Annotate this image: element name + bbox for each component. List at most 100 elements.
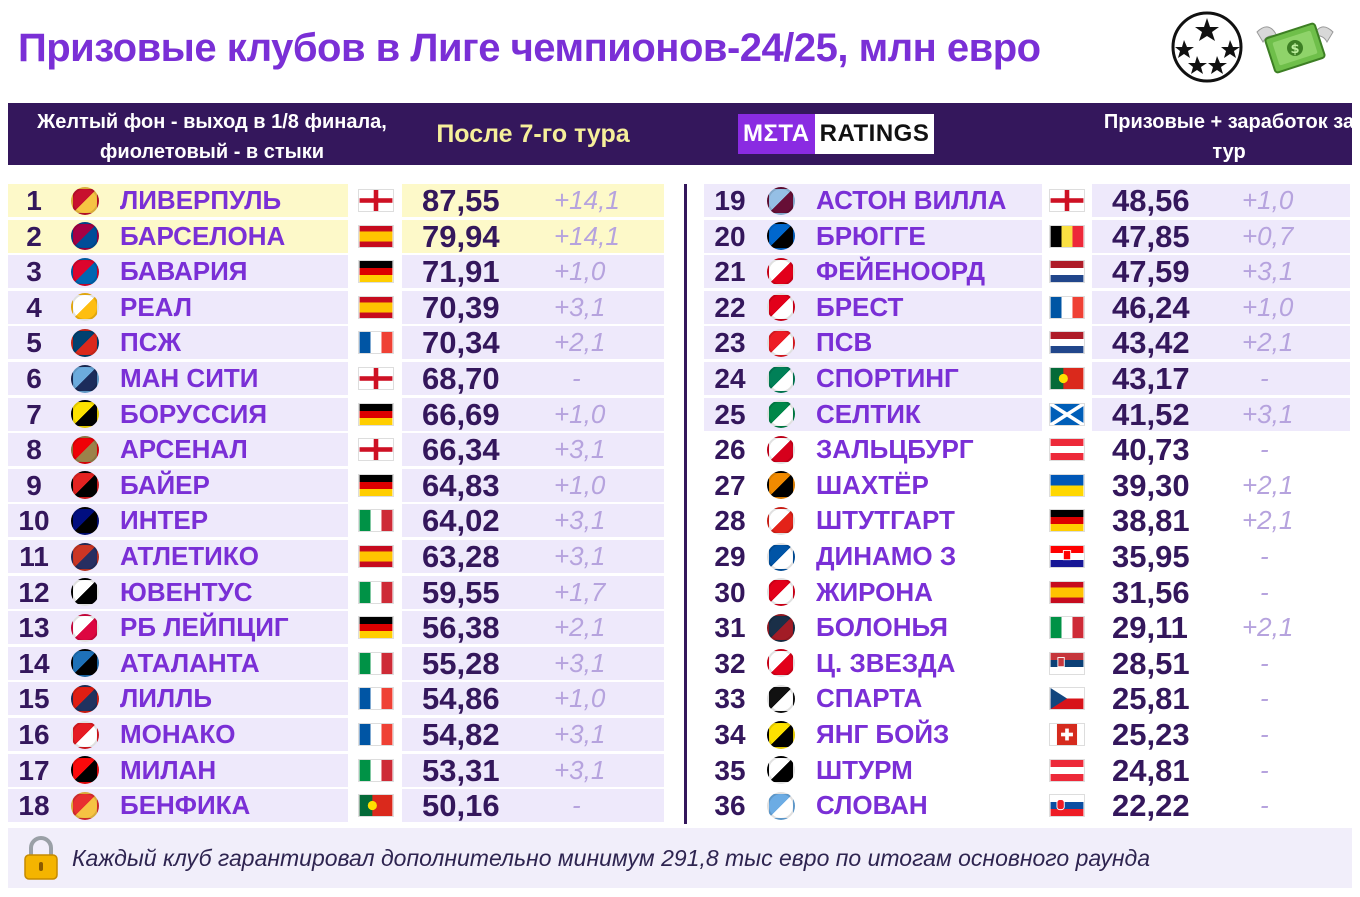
table-row: 28 ШТУТГАРТ 38,81 +2,1 [8, 504, 1352, 537]
flag-spain-icon [358, 295, 394, 319]
club-name: РЕАЛ [120, 291, 193, 322]
flag-spain-icon [358, 545, 394, 568]
round-gain: +1,0 [1242, 185, 1294, 215]
country-flag [1044, 754, 1090, 787]
table-row: 35 ШТУРМ 24,81 - [8, 754, 1352, 787]
arsenal-crest-icon [71, 435, 99, 464]
country-flag [352, 540, 400, 573]
sturm-crest [758, 754, 804, 787]
prize-value: 24,81 [1112, 752, 1190, 788]
club-name: МАН СИТИ [120, 363, 259, 393]
crvenazvezda-crest [758, 647, 804, 680]
club-name: ФЕЙЕНООРД [816, 256, 986, 287]
flag-italy-icon [358, 758, 394, 782]
club-name: ЖИРОНА [816, 576, 933, 607]
round-gain: +3,1 [554, 754, 606, 785]
brugge-crest-icon [767, 222, 795, 251]
club-name: АСТОН ВИЛЛА [816, 185, 1007, 215]
flag-belgium-icon [1049, 224, 1085, 248]
standings-table: 1 ЛИВЕРПУЛЬ 87,55 +14,1 2 БАРСЕЛОНА 79,94 +14,1… [8, 166, 1352, 826]
lille-crest-icon [71, 684, 99, 713]
flying-money-icon: $ [1256, 22, 1334, 74]
country-flag [352, 754, 400, 787]
country-flag [1044, 504, 1090, 537]
round-gain: - [1260, 790, 1269, 821]
club-name: СЕЛТИК [816, 398, 921, 429]
club-name: ШТУРМ [816, 754, 913, 785]
country-flag [1044, 647, 1090, 680]
inter-crest-icon [71, 506, 99, 535]
club-name: БОЛОНЬЯ [816, 612, 948, 643]
table-row: 25 СЕЛТИК 41,52 +3,1 [8, 396, 1352, 432]
table-row: 2 БАРСЕЛОНА 79,94 +14,1 [8, 219, 1352, 253]
table-row: 32 Ц. ЗВЕЗДА 28,51 - [8, 647, 1352, 680]
prize-value: 50,16 [422, 788, 500, 824]
psg-crest [62, 326, 108, 359]
country-flag [1044, 433, 1090, 466]
prize-value: 68,70 [422, 361, 500, 396]
round-gain: +3,1 [554, 647, 606, 678]
flag-france-icon [358, 687, 394, 711]
monaco-crest [62, 718, 108, 751]
country-flag [1044, 220, 1090, 253]
legend-note: Желтый фон - выход в 1/8 финала, фиолето… [37, 111, 387, 163]
dinamo-crest [758, 540, 804, 573]
zone-highlight [8, 255, 348, 289]
mancity-crest [62, 362, 108, 395]
rank: 9 [26, 469, 42, 501]
stuttgart-crest-icon [767, 506, 795, 535]
club-name: БОРУССИЯ [120, 398, 268, 429]
club-name: МОНАКО [120, 719, 236, 749]
round-gain: - [1260, 719, 1269, 749]
club-name: АТЛЕТИКО [120, 541, 259, 571]
flag-switzerland-icon [1049, 723, 1085, 746]
prize-value: 41,52 [1112, 396, 1190, 432]
footer-text: Каждый клуб гарантировал дополнительно м… [72, 844, 1151, 871]
prize-value: 47,59 [1112, 254, 1190, 290]
prize-value: 70,34 [422, 325, 500, 361]
flag-germany-icon [358, 260, 394, 284]
page-title: Призовые клубов в Лиге чемпионов-24/25, … [18, 26, 1041, 70]
rank: 25 [714, 398, 746, 430]
club-name: ДИНАМО З [816, 541, 957, 571]
table-row: 11 АТЛЕТИКО 63,28 +3,1 [8, 540, 1352, 573]
dinamo-crest-icon [767, 542, 795, 571]
flag-france-icon [358, 331, 394, 355]
flag-england-icon [358, 189, 394, 212]
real-crest-icon [71, 293, 99, 322]
rank: 20 [714, 220, 746, 252]
rank: 17 [18, 754, 50, 786]
rank: 12 [18, 576, 50, 608]
prize-value: 66,69 [422, 396, 500, 432]
slovan-crest-icon [767, 791, 795, 820]
prize-value: 54,86 [422, 681, 500, 717]
table-row: 6 МАН СИТИ 68,70 - [8, 362, 1352, 395]
prize-value: 22,22 [1112, 788, 1190, 824]
zone-highlight [402, 184, 664, 217]
rank: 36 [714, 790, 746, 822]
table-header: Желтый фон - выход в 1/8 финала, фиолето… [8, 103, 1354, 165]
round-gain: - [1260, 541, 1269, 571]
zone-highlight [402, 789, 664, 823]
round-gain: +1,0 [554, 469, 606, 500]
round-gain: +2,1 [1242, 469, 1294, 500]
club-name: БАРСЕЛОНА [120, 220, 286, 251]
table-row: 36 СЛОВАН 22,22 - [8, 789, 1352, 822]
prize-value: 53,31 [422, 752, 500, 788]
round-gain: - [1260, 647, 1269, 678]
club-name: МИЛАН [120, 754, 217, 785]
rank: 11 [19, 541, 49, 572]
country-flag [1044, 398, 1090, 431]
shakhtar-crest [758, 469, 804, 502]
prize-value: 29,11 [1112, 610, 1188, 646]
club-name: БАЙЕР [120, 469, 210, 500]
country-flag [1044, 326, 1090, 359]
salzburg-crest-icon [767, 435, 795, 464]
arsenal-crest [62, 433, 108, 466]
benfica-crest-icon [71, 791, 99, 820]
round-gain: - [1260, 363, 1269, 393]
prize-value: 40,73 [1112, 432, 1190, 468]
zone-highlight [8, 611, 348, 645]
rank: 35 [714, 754, 746, 786]
table-row: 10 ИНТЕР 64,02 +3,1 [8, 504, 1352, 538]
